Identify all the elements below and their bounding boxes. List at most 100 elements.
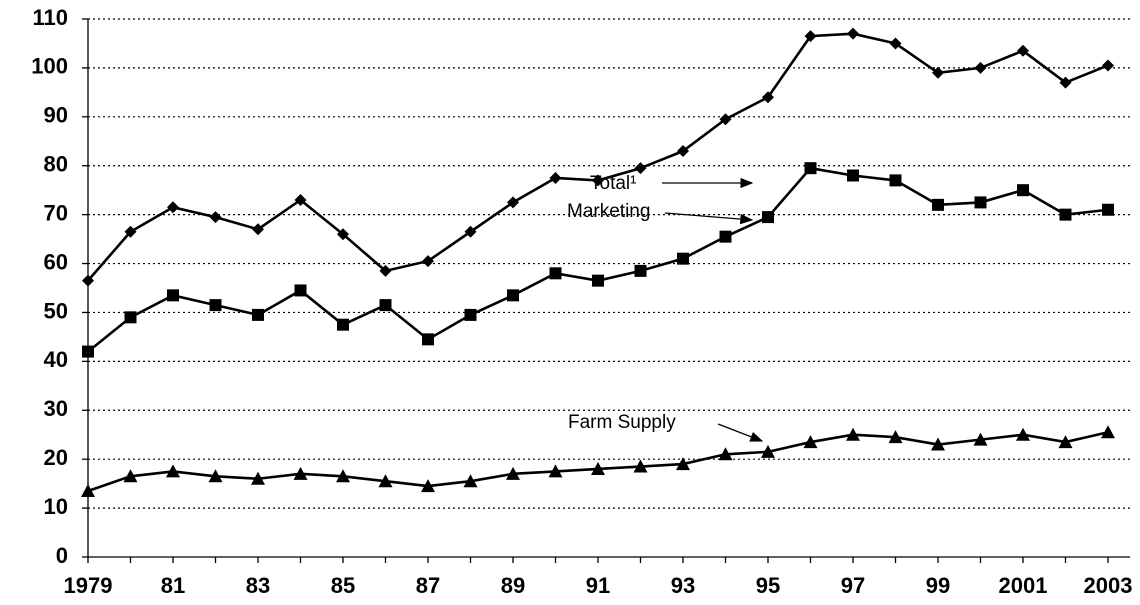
data-point	[633, 459, 648, 473]
data-point	[336, 469, 350, 483]
series-line	[87, 431, 1109, 493]
y-tick-label: 60	[44, 249, 68, 274]
x-tick-label: 2003	[1084, 573, 1133, 598]
data-point	[677, 145, 689, 158]
y-tick-label: 40	[44, 347, 68, 372]
data-point	[549, 267, 562, 280]
data-point	[634, 162, 647, 175]
x-tick-label: 93	[671, 573, 695, 598]
x-tick-label: 1979	[64, 573, 113, 598]
data-point	[974, 196, 987, 209]
data-point	[931, 437, 945, 451]
data-point	[719, 113, 732, 126]
data-point	[209, 299, 222, 312]
data-point	[932, 66, 944, 79]
data-point	[124, 225, 137, 238]
data-point	[888, 430, 903, 444]
data-point	[294, 193, 307, 206]
data-point	[422, 255, 434, 268]
x-tick-label: 81	[161, 573, 185, 598]
data-point	[166, 464, 180, 478]
x-tick-label: 83	[246, 573, 270, 598]
annotation: Marketing	[567, 201, 650, 222]
data-point	[804, 30, 817, 43]
x-tick-label: 89	[501, 573, 525, 598]
data-point	[1016, 427, 1030, 441]
y-tick-label: 80	[44, 152, 68, 177]
data-point	[252, 308, 264, 321]
x-tick-label: 91	[586, 573, 610, 598]
data-point	[337, 318, 349, 331]
y-tick-label: 90	[44, 103, 68, 128]
data-point	[889, 37, 902, 50]
data-point	[974, 61, 987, 74]
data-point	[464, 308, 477, 321]
data-point	[421, 479, 435, 493]
data-point	[208, 469, 223, 483]
data-point	[592, 174, 604, 187]
data-point	[507, 289, 519, 302]
data-point	[124, 311, 137, 324]
data-point	[507, 196, 519, 209]
data-point	[1059, 76, 1072, 89]
data-point	[379, 299, 392, 312]
y-tick-label: 100	[31, 54, 68, 79]
y-tick-label: 0	[56, 543, 68, 568]
data-point	[337, 228, 349, 241]
data-point	[592, 274, 604, 287]
data-point	[167, 289, 179, 302]
data-point	[1058, 435, 1073, 449]
data-point	[804, 162, 817, 175]
series-line	[87, 166, 1109, 353]
data-point	[379, 264, 392, 277]
data-point	[676, 457, 690, 471]
data-point	[1101, 425, 1115, 439]
x-tick-label: 87	[416, 573, 440, 598]
data-point	[718, 447, 733, 461]
data-point	[293, 466, 308, 480]
data-point	[506, 466, 520, 480]
data-point	[252, 223, 264, 236]
data-point	[762, 91, 774, 104]
data-point	[719, 230, 732, 243]
data-point	[762, 211, 774, 224]
data-point	[123, 469, 138, 483]
data-point	[677, 252, 689, 265]
x-tick-label: 97	[841, 573, 865, 598]
y-tick-label: 20	[44, 445, 68, 470]
data-point	[634, 264, 647, 277]
data-point	[847, 169, 859, 182]
data-point	[209, 211, 222, 224]
y-tick-label: 70	[44, 200, 68, 225]
data-point	[591, 461, 605, 475]
data-point	[1059, 208, 1072, 221]
annotation: Farm Supply	[568, 412, 676, 433]
data-point	[251, 471, 265, 485]
annotation-arrow	[717, 423, 764, 442]
data-point	[932, 198, 944, 211]
data-point	[847, 27, 859, 40]
data-point	[973, 432, 988, 446]
y-tick-label: 10	[44, 494, 68, 519]
data-point	[378, 474, 393, 488]
data-point	[81, 483, 95, 497]
data-point	[1017, 44, 1029, 57]
y-tick-label: 30	[44, 396, 68, 421]
data-point	[82, 274, 94, 287]
data-point	[761, 444, 775, 458]
data-point	[846, 427, 860, 441]
data-point	[548, 464, 563, 478]
data-point	[1017, 184, 1029, 197]
data-point	[549, 171, 562, 184]
data-point	[167, 201, 179, 214]
data-point	[889, 174, 902, 187]
data-point	[1102, 59, 1114, 72]
y-tick-label: 110	[33, 5, 69, 30]
series-line	[87, 32, 1109, 282]
x-tick-label: 99	[926, 573, 950, 598]
data-point	[422, 333, 434, 346]
y-tick-label: 50	[44, 298, 68, 323]
x-tick-label: 95	[756, 573, 780, 598]
data-point	[803, 435, 818, 449]
